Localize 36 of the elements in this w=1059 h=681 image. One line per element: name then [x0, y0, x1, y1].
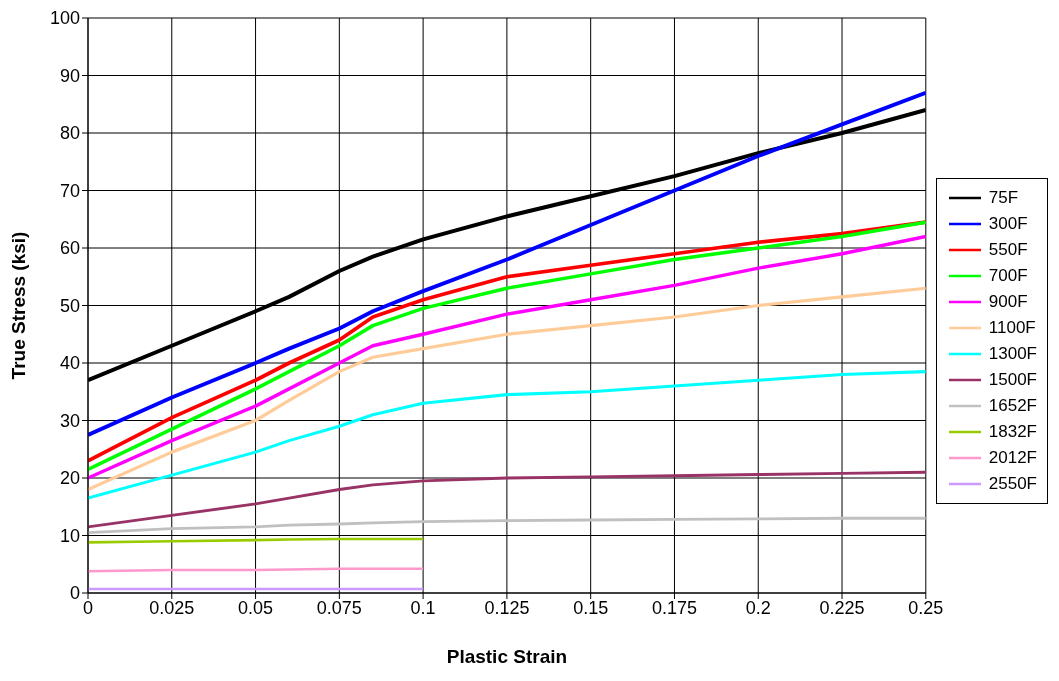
x-tick-label: 0.25	[908, 597, 944, 618]
x-tick-label: 0	[82, 597, 94, 618]
y-axis-title: True Stress (ksi)	[7, 231, 29, 380]
x-tick-label: 0.15	[573, 597, 609, 618]
y-tick-label: 70	[59, 180, 80, 201]
legend-label: 900F	[988, 290, 1028, 313]
y-tick-label: 80	[59, 123, 80, 144]
y-tick-label: 100	[49, 8, 80, 29]
legend-label: 700F	[988, 264, 1028, 287]
legend-label: 2012F	[988, 446, 1037, 469]
legend-label: 1832F	[988, 420, 1037, 443]
y-tick-label: 0	[69, 583, 80, 604]
legend-label: 550F	[988, 238, 1028, 261]
x-tick-label: 0.05	[238, 597, 274, 618]
y-tick-label: 20	[59, 468, 80, 489]
legend-label: 1500F	[988, 368, 1037, 391]
x-axis-title: Plastic Strain	[446, 646, 568, 667]
x-tick-label: 0.225	[819, 597, 865, 618]
x-tick-label: 0.075	[316, 597, 362, 618]
legend-label: 2550F	[988, 472, 1037, 495]
y-tick-label: 10	[59, 525, 80, 546]
y-tick-label: 30	[59, 410, 80, 431]
legend-label: 300F	[988, 212, 1028, 235]
legend-label: 1100F	[988, 316, 1036, 339]
x-tick-label: 0.2	[745, 597, 771, 618]
y-tick-label: 40	[59, 353, 80, 374]
legend-label: 75F	[988, 186, 1019, 209]
y-tick-label: 60	[59, 238, 80, 259]
x-tick-label: 0.125	[484, 597, 530, 618]
x-tick-label: 0.025	[149, 597, 195, 618]
x-tick-label: 0.1	[410, 597, 436, 618]
x-tick-label: 0.175	[651, 597, 697, 618]
y-tick-label: 90	[59, 65, 80, 86]
y-tick-label: 50	[59, 295, 80, 316]
legend-label: 1300F	[988, 342, 1037, 365]
legend-label: 1652F	[988, 394, 1037, 417]
